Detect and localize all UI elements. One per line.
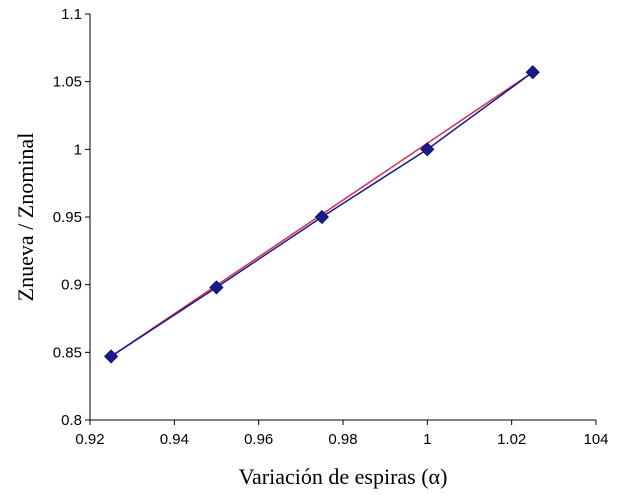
x-ticks: 0.92 0.94 0.96 0.98 1 1.02 104 [75,420,609,448]
y-ticks: 0.8 0.85 0.9 0.95 1 1.05 1.1 [53,6,90,429]
y-tick-label: 1 [74,141,82,158]
x-tick-label: 104 [583,431,608,448]
y-tick-label: 0.95 [53,209,82,226]
y-tick-label: 0.8 [61,412,82,429]
y-axis-title: Znueva / Znominal [13,133,38,302]
x-tick-label: 1.02 [497,431,526,448]
data-series [104,65,540,364]
data-point-marker [420,142,435,157]
y-tick-label: 0.9 [61,277,82,294]
x-tick-label: 0.96 [244,431,273,448]
data-point-marker [209,280,224,295]
y-tick-label: 1.1 [61,6,82,23]
data-point-marker [314,209,329,225]
axes [89,14,596,421]
x-axis-title: Variación de espiras (α) [239,464,448,489]
y-tick-label: 1.05 [53,74,82,91]
x-tick-label: 1 [423,431,431,448]
data-point-marker [104,349,119,364]
x-tick-label: 0.98 [328,431,357,448]
x-tick-label: 0.92 [75,431,104,448]
y-tick-label: 0.85 [53,344,82,361]
data-point-marker [525,65,540,80]
x-tick-label: 0.94 [160,431,189,448]
